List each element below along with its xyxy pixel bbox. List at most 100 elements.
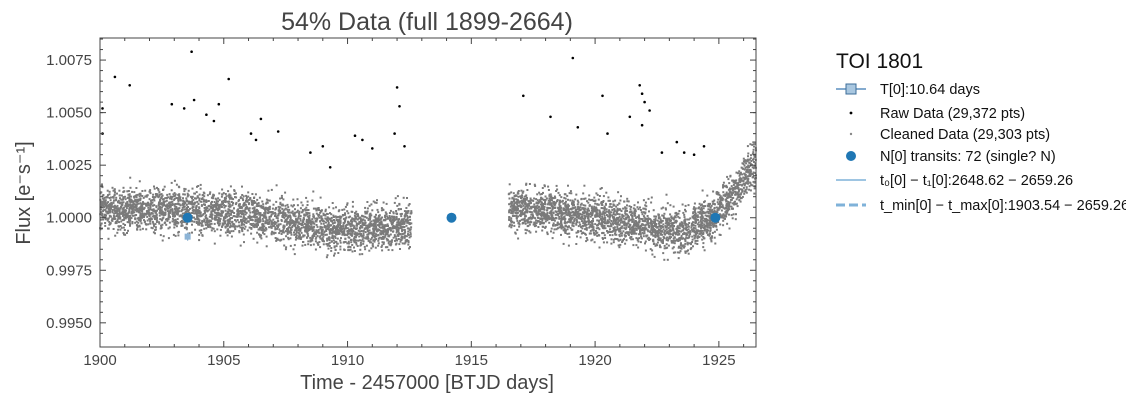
cleaned-data-point bbox=[218, 198, 221, 201]
cleaned-data-point bbox=[557, 214, 560, 217]
cleaned-data-point bbox=[672, 237, 675, 240]
cleaned-data-point bbox=[282, 224, 285, 227]
cleaned-data-point bbox=[138, 195, 141, 198]
cleaned-data-point bbox=[264, 209, 267, 212]
cleaned-data-point bbox=[149, 189, 152, 192]
cleaned-data-point bbox=[244, 208, 247, 211]
cleaned-data-point bbox=[549, 198, 552, 201]
cleaned-data-point bbox=[277, 226, 279, 229]
cleaned-data-point bbox=[587, 213, 590, 216]
cleaned-data-point bbox=[652, 209, 655, 212]
cleaned-data-point bbox=[725, 215, 728, 218]
cleaned-data-point bbox=[715, 225, 718, 228]
cleaned-data-point bbox=[751, 143, 754, 146]
cleaned-data-point bbox=[242, 220, 245, 222]
cleaned-data-point bbox=[206, 207, 209, 209]
cleaned-data-point bbox=[399, 240, 402, 243]
cleaned-data-point bbox=[335, 245, 338, 248]
cleaned-data-point bbox=[168, 214, 171, 217]
cleaned-data-point bbox=[385, 233, 387, 236]
cleaned-data-point bbox=[238, 210, 241, 213]
cleaned-data-point bbox=[684, 250, 687, 253]
cleaned-data-point bbox=[263, 228, 265, 231]
cleaned-data-point bbox=[309, 244, 312, 247]
cleaned-data-point bbox=[302, 234, 305, 237]
cleaned-data-point bbox=[191, 216, 194, 219]
cleaned-data-point bbox=[744, 159, 747, 162]
cleaned-data-point bbox=[200, 231, 203, 234]
cleaned-data-point bbox=[610, 242, 613, 245]
cleaned-data-point bbox=[410, 226, 413, 229]
cleaned-data-point bbox=[602, 195, 605, 198]
cleaned-data-point bbox=[662, 240, 664, 243]
cleaned-data-point bbox=[313, 222, 316, 225]
cleaned-data-point bbox=[730, 214, 733, 217]
cleaned-data-point bbox=[364, 248, 367, 251]
cleaned-data-point bbox=[346, 203, 349, 206]
cleaned-data-point bbox=[120, 198, 123, 201]
cleaned-data-point bbox=[180, 214, 183, 217]
cleaned-data-point bbox=[253, 215, 256, 218]
cleaned-data-point bbox=[585, 240, 588, 243]
cleaned-data-point bbox=[145, 203, 148, 206]
cleaned-data-point bbox=[286, 217, 289, 220]
cleaned-data-point bbox=[353, 250, 356, 252]
cleaned-data-point bbox=[322, 212, 325, 215]
cleaned-data-point bbox=[159, 202, 162, 205]
cleaned-data-point bbox=[379, 222, 382, 225]
cleaned-data-point bbox=[254, 201, 257, 204]
cleaned-data-point bbox=[118, 208, 120, 211]
cleaned-data-point bbox=[381, 223, 384, 226]
cleaned-data-point bbox=[670, 239, 673, 242]
cleaned-data-point bbox=[135, 187, 138, 189]
cleaned-data-point bbox=[283, 214, 286, 217]
cleaned-data-point bbox=[388, 228, 391, 231]
cleaned-data-point bbox=[686, 237, 689, 240]
cleaned-data-point bbox=[163, 201, 165, 204]
cleaned-data-point bbox=[288, 226, 291, 229]
cleaned-data-point bbox=[228, 193, 231, 196]
cleaned-data-point bbox=[359, 241, 362, 244]
cleaned-data-point bbox=[403, 236, 406, 239]
cleaned-data-point bbox=[400, 219, 403, 221]
cleaned-data-point bbox=[104, 196, 107, 199]
cleaned-data-point bbox=[124, 224, 126, 226]
cleaned-data-point bbox=[148, 198, 151, 201]
cleaned-data-point bbox=[643, 229, 646, 232]
cleaned-data-point bbox=[667, 227, 670, 230]
cleaned-data-point bbox=[657, 214, 660, 217]
cleaned-data-point bbox=[185, 206, 188, 209]
cleaned-data-point bbox=[662, 223, 665, 226]
cleaned-data-point bbox=[325, 221, 327, 224]
cleaned-data-point bbox=[566, 228, 569, 231]
cleaned-data-point bbox=[392, 230, 395, 233]
cleaned-data-point bbox=[238, 221, 240, 224]
cleaned-data-point bbox=[170, 198, 173, 201]
cleaned-data-point bbox=[634, 220, 637, 222]
cleaned-data-point bbox=[363, 228, 366, 230]
cleaned-data-point bbox=[174, 218, 177, 221]
cleaned-data-point bbox=[524, 232, 527, 235]
cleaned-data-point bbox=[611, 234, 614, 237]
cleaned-data-point bbox=[234, 196, 236, 199]
cleaned-data-point bbox=[357, 213, 359, 216]
cleaned-data-point bbox=[224, 215, 227, 218]
cleaned-data-point bbox=[660, 225, 663, 228]
cleaned-data-point bbox=[220, 213, 223, 216]
cleaned-data-point bbox=[108, 206, 111, 209]
cleaned-data-point bbox=[219, 204, 222, 207]
cleaned-data-point bbox=[523, 195, 526, 198]
cleaned-data-point bbox=[247, 216, 250, 218]
cleaned-data-point bbox=[373, 222, 376, 225]
cleaned-data-point bbox=[560, 233, 562, 236]
cleaned-data-point bbox=[179, 199, 182, 202]
cleaned-data-point bbox=[108, 190, 111, 193]
cleaned-data-point bbox=[303, 213, 306, 216]
cleaned-data-point bbox=[318, 241, 321, 244]
cleaned-data-point bbox=[586, 238, 589, 241]
cleaned-data-point bbox=[174, 220, 177, 223]
cleaned-data-point bbox=[271, 207, 274, 210]
cleaned-data-point bbox=[183, 190, 186, 193]
cleaned-data-point bbox=[406, 216, 409, 219]
cleaned-data-point bbox=[682, 233, 684, 236]
